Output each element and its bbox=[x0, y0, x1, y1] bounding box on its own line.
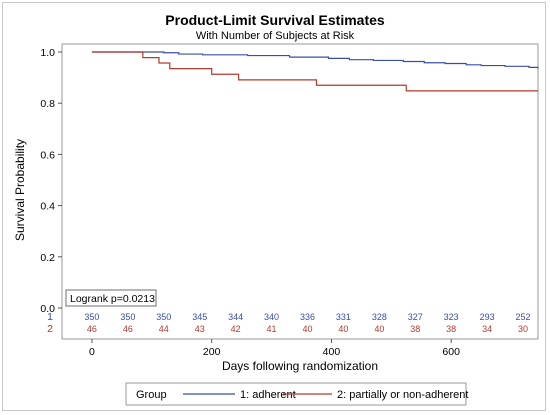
at-risk-value: 44 bbox=[159, 324, 169, 334]
y-tick-label: 0.4 bbox=[40, 201, 55, 213]
x-tick-label: 0 bbox=[89, 346, 95, 358]
at-risk-value: 350 bbox=[120, 312, 135, 322]
y-tick-label: 0.6 bbox=[40, 149, 55, 161]
logrank-box bbox=[65, 289, 157, 307]
legend-entry-1: 1: adherent bbox=[240, 389, 296, 401]
series-line-1 bbox=[91, 51, 539, 69]
at-risk-value: 327 bbox=[408, 312, 423, 322]
at-risk-value: 40 bbox=[374, 324, 384, 334]
at-risk-value: 41 bbox=[267, 324, 277, 334]
x-tick-label: 200 bbox=[203, 346, 221, 358]
at-risk-value: 350 bbox=[156, 312, 171, 322]
at-risk-value: 34 bbox=[482, 324, 492, 334]
at-risk-value: 344 bbox=[228, 312, 243, 322]
legend-title: Group bbox=[136, 389, 167, 401]
at-risk-value: 340 bbox=[264, 312, 279, 322]
y-tick-label: 0.0 bbox=[40, 303, 55, 315]
at-risk-row-label: 2 bbox=[47, 323, 53, 335]
at-risk-value: 293 bbox=[480, 312, 495, 322]
at-risk-value: 336 bbox=[300, 312, 315, 322]
at-risk-value: 40 bbox=[302, 324, 312, 334]
at-risk-value: 30 bbox=[518, 324, 528, 334]
at-risk-value: 38 bbox=[410, 324, 420, 334]
x-tick-label: 600 bbox=[442, 346, 460, 358]
at-risk-value: 43 bbox=[195, 324, 205, 334]
at-risk-value: 350 bbox=[84, 312, 99, 322]
y-axis: 0.0 0.2 0.4 0.6 0.8 1.0 bbox=[40, 47, 62, 315]
at-risk-row-label: 1 bbox=[47, 311, 53, 323]
y-tick-label: 0.8 bbox=[40, 98, 55, 110]
series-lines bbox=[91, 51, 539, 92]
legend-entry-2: 2: partially or non-adherent bbox=[337, 389, 468, 401]
at-risk-value: 42 bbox=[231, 324, 241, 334]
y-tick-label: 0.2 bbox=[40, 252, 55, 264]
legend: Group 1: adherent 2: partially or non-adhe… bbox=[136, 389, 468, 401]
x-axis: 0 200 400 600 bbox=[89, 339, 460, 358]
chart-title: Product-Limit Survival Estimates bbox=[165, 12, 385, 28]
at-risk-value: 345 bbox=[192, 312, 207, 322]
at-risk-table: 1 350 350 350 345 344 340 336 331 328 327 323 293 252… bbox=[47, 311, 530, 335]
logrank-annotation: Logrank p=0.0213 bbox=[70, 293, 155, 305]
at-risk-value: 328 bbox=[372, 312, 387, 322]
y-tick-label: 1.0 bbox=[40, 47, 55, 59]
plot-area bbox=[61, 43, 539, 340]
chart-frame bbox=[2, 2, 546, 411]
at-risk-value: 46 bbox=[123, 324, 133, 334]
at-risk-value: 323 bbox=[444, 312, 459, 322]
chart-subtitle: With Number of Subjects at Risk bbox=[196, 30, 355, 42]
series-line-2 bbox=[91, 51, 538, 92]
at-risk-value: 331 bbox=[336, 312, 351, 322]
at-risk-value: 46 bbox=[87, 324, 97, 334]
at-risk-value: 38 bbox=[446, 324, 456, 334]
x-tick-label: 400 bbox=[323, 346, 341, 358]
y-axis-label: Survival Probability bbox=[13, 139, 27, 241]
at-risk-value: 40 bbox=[338, 324, 348, 334]
x-axis-label: Days following randomization bbox=[222, 359, 378, 373]
at-risk-value: 252 bbox=[516, 312, 531, 322]
